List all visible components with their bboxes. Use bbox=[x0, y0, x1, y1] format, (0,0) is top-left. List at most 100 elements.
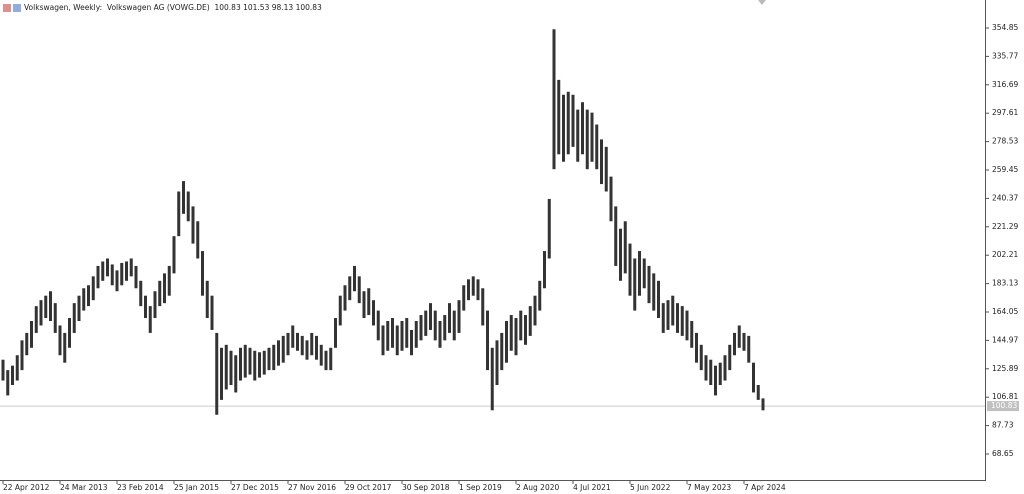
range-bar bbox=[182, 181, 185, 214]
range-bar bbox=[139, 280, 143, 307]
range-bar bbox=[30, 321, 33, 348]
range-bar bbox=[609, 176, 613, 222]
range-bar bbox=[106, 258, 109, 277]
range-bar bbox=[91, 276, 95, 301]
range-bar bbox=[68, 318, 71, 348]
range-bar bbox=[319, 344, 323, 366]
y-tick-label: 164.05 bbox=[992, 307, 1018, 316]
range-bar bbox=[576, 109, 580, 162]
x-tick-label: 4 Jul 2021 bbox=[573, 483, 611, 492]
range-bar bbox=[462, 285, 466, 311]
x-tick-label: 30 Sep 2018 bbox=[402, 483, 450, 492]
range-bar bbox=[509, 315, 513, 351]
range-bar bbox=[329, 347, 333, 371]
range-bar bbox=[196, 221, 200, 259]
y-tick-label: 335.77 bbox=[992, 51, 1018, 60]
range-bar bbox=[338, 295, 342, 326]
range-bar bbox=[528, 306, 532, 336]
x-tick-label: 24 Mar 2013 bbox=[60, 483, 108, 492]
range-bar bbox=[1, 359, 5, 381]
chart-title: Volkswagen, Weekly: Volkswagen AG (VOWG.… bbox=[24, 3, 322, 12]
range-bar bbox=[604, 146, 608, 192]
range-bar bbox=[690, 321, 694, 348]
range-bar bbox=[414, 321, 418, 348]
range-bar bbox=[324, 350, 328, 371]
range-bar bbox=[343, 285, 347, 311]
range-bar bbox=[229, 350, 233, 386]
range-bar bbox=[438, 321, 442, 348]
range-bar bbox=[205, 280, 209, 319]
x-tick-label: 2 Aug 2020 bbox=[516, 483, 559, 492]
y-tick-label: 278.53 bbox=[992, 137, 1018, 146]
range-bar bbox=[277, 340, 280, 366]
x-tick-label: 22 Apr 2012 bbox=[3, 483, 50, 492]
range-bar bbox=[120, 262, 124, 286]
range-bar bbox=[495, 340, 499, 386]
range-bar bbox=[153, 291, 157, 319]
range-bar bbox=[685, 310, 689, 341]
range-bar bbox=[756, 385, 760, 400]
range-bar bbox=[129, 258, 133, 277]
range-bar bbox=[737, 325, 741, 348]
range-bar bbox=[680, 306, 684, 336]
range-bar bbox=[723, 355, 727, 381]
range-bar bbox=[115, 270, 119, 292]
range-bar bbox=[39, 300, 43, 326]
range-bar bbox=[486, 310, 489, 371]
y-tick-label: 144.97 bbox=[992, 335, 1018, 344]
range-bar bbox=[367, 288, 371, 316]
range-bar bbox=[452, 310, 456, 341]
range-bar bbox=[386, 321, 390, 351]
range-bar bbox=[752, 362, 755, 393]
range-bar bbox=[467, 279, 470, 301]
range-bar bbox=[718, 362, 722, 386]
range-bar bbox=[424, 310, 428, 336]
range-bar bbox=[172, 236, 176, 274]
range-bar bbox=[201, 251, 204, 296]
range-bar bbox=[538, 280, 542, 311]
x-tick-label: 7 Apr 2024 bbox=[744, 483, 786, 492]
range-bar bbox=[595, 124, 599, 170]
range-bar bbox=[101, 261, 105, 281]
range-bar bbox=[6, 370, 10, 396]
range-bar bbox=[714, 365, 717, 396]
range-bar bbox=[215, 332, 219, 415]
range-bar bbox=[476, 279, 480, 301]
range-bar bbox=[747, 335, 751, 363]
range-bar bbox=[571, 94, 575, 147]
range-bar bbox=[177, 191, 181, 237]
range-bar bbox=[125, 261, 128, 281]
range-bar bbox=[305, 340, 309, 360]
y-tick-label: 87.73 bbox=[992, 421, 1014, 430]
range-bar bbox=[224, 344, 228, 390]
x-tick-label: 7 May 2023 bbox=[687, 483, 731, 492]
y-tick-label: 106.81 bbox=[992, 392, 1018, 401]
range-bar bbox=[628, 243, 632, 296]
range-bar bbox=[410, 329, 413, 356]
range-bar bbox=[158, 280, 162, 307]
range-bar bbox=[709, 359, 713, 386]
y-tick-label: 354.85 bbox=[992, 23, 1018, 32]
range-bar bbox=[443, 315, 447, 341]
range-bar bbox=[652, 273, 656, 311]
y-tick-label: 259.45 bbox=[992, 165, 1018, 174]
range-bar bbox=[505, 321, 508, 363]
x-tick-label: 5 Jun 2022 bbox=[630, 483, 671, 492]
range-bar bbox=[519, 310, 523, 341]
range-bar bbox=[34, 306, 38, 333]
price-label: 100.83 bbox=[991, 401, 1017, 410]
range-bar bbox=[262, 350, 266, 375]
range-bar bbox=[419, 315, 423, 341]
range-bar bbox=[481, 288, 485, 326]
range-bar bbox=[372, 300, 375, 326]
y-tick-label: 125.89 bbox=[992, 364, 1018, 373]
range-bar bbox=[357, 276, 361, 304]
range-bar bbox=[590, 112, 594, 162]
range-bar bbox=[448, 303, 451, 333]
range-bar bbox=[562, 94, 565, 162]
y-tick-label: 68.65 bbox=[992, 449, 1014, 458]
y-tick-label: 316.69 bbox=[992, 80, 1018, 89]
range-bar bbox=[614, 206, 618, 266]
